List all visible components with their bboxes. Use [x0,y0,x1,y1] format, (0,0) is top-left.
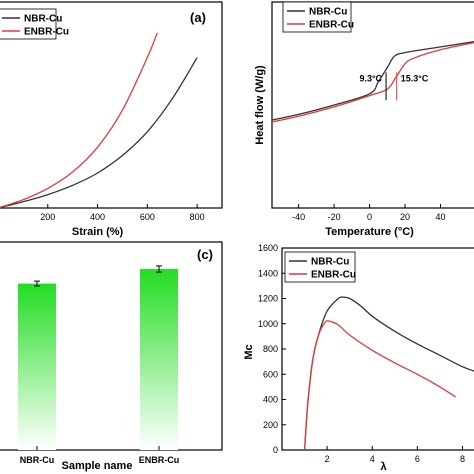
y-tick-label: 0 [273,445,278,455]
x-axis-label: Temperature (°C) [325,226,414,238]
y-axis-label: Heat flow (W/g) [254,65,266,145]
x-tick-label: 6 [415,454,420,464]
y-tick-label: 400 [263,395,278,405]
series-line-nbr-cu [0,57,198,209]
bar-nbr-cu [18,283,56,450]
tg-annotation: 9.3°C [359,74,382,84]
x-tick-label: 8 [460,454,465,464]
panel-label: (a) [190,10,206,25]
y-tick-label: 1600 [258,243,278,253]
legend-box [282,1,352,33]
x-tick-label: 600 [140,212,155,222]
y-tick-label: 1000 [258,319,278,329]
x-tick-label: -40 [292,212,305,222]
x-axis-label: Strain (%) [72,226,124,238]
y-tick-label: 1200 [258,294,278,304]
plot-frame [0,1,223,209]
series-line-enbr-cu [0,32,158,209]
x-axis-label: λ [380,461,386,473]
y-tick-label: 1400 [258,268,278,278]
x-tick-label: 20 [400,212,410,222]
x-tick-label: -20 [328,212,341,222]
y-tick-label: 800 [263,344,278,354]
panel-label: (c) [197,247,213,262]
x-tick-label: ENBR-Cu [139,455,180,465]
plot-frame [271,1,474,209]
panel-c: NBR-Cu ENBR-Cu (c) Sample name [0,241,223,472]
legend-label: ENBR-Cu [24,27,69,38]
series-line-enbr-cu [303,320,457,450]
bar-enbr-cu [140,269,178,450]
x-tick-label: 400 [90,212,105,222]
y-axis-label: Mc [243,344,255,359]
legend-box [0,8,57,40]
x-tick-label: 40 [436,212,446,222]
series-line-nbr-cu [272,40,474,121]
x-tick-label: 800 [190,212,205,222]
legend-label: ENBR-Cu [309,20,354,31]
panel-b: -40 -20 0 20 40 9.3°C 15.3°C NBR-Cu ENBR-Cu Tempe… [254,1,474,238]
panel-d: 0 200 400 600 800 1000 1200 1400 1600 2 4 6 8 NBR-Cu E… [243,243,474,473]
series-line-nbr-cu [303,296,474,450]
tg-annotation: 15.3°C [401,74,429,84]
x-axis-label: Sample name [62,460,133,472]
legend-label: NBR-Cu [311,257,349,268]
legend-box [284,251,356,283]
legend-label: ENBR-Cu [311,270,356,281]
legend-label: NBR-Cu [24,14,62,25]
y-tick-label: 200 [263,420,278,430]
series-line-enbr-cu [272,42,474,123]
x-tick-label: 2 [325,454,330,464]
legend-label: NBR-Cu [309,7,347,18]
x-tick-label: NBR-Cu [20,455,55,465]
x-tick-label: 4 [370,454,375,464]
y-tick-label: 600 [263,369,278,379]
plot-frame [0,241,223,451]
x-tick-label: 0 [367,212,372,222]
x-tick-label: 200 [40,212,55,222]
panel-a: 200 400 600 800 NBR-Cu ENBR-Cu (a) Strain (%) [0,1,223,238]
